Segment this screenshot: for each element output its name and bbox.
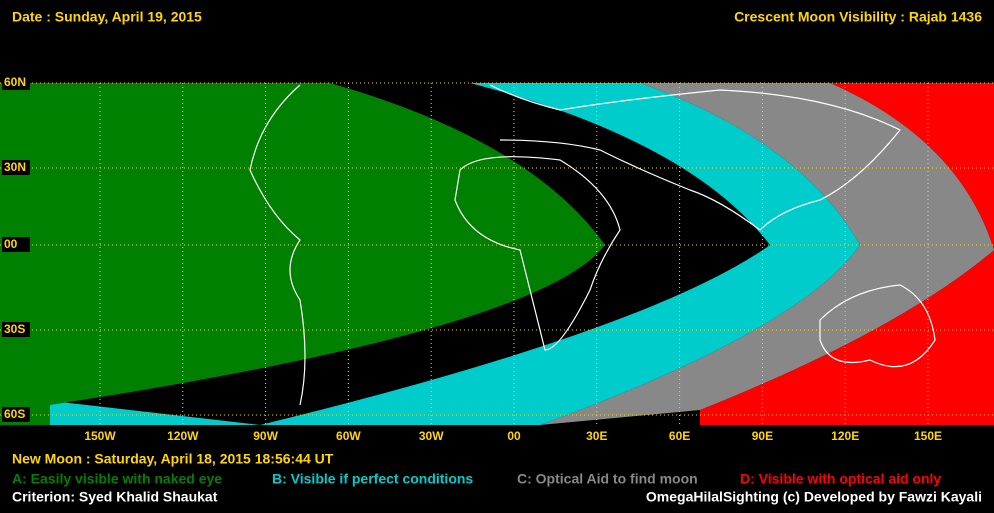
longitude-label: 120E bbox=[831, 429, 859, 443]
longitude-label: 120W bbox=[167, 429, 199, 443]
map-title: Crescent Moon Visibility : Rajab 1436 bbox=[734, 9, 982, 25]
credit: OmegaHilalSighting (c) Developed by Fawz… bbox=[646, 489, 982, 505]
label-bg bbox=[2, 237, 30, 252]
zone bbox=[0, 83, 605, 425]
eurasia-outline bbox=[489, 84, 901, 231]
longitude-label: 30E bbox=[586, 429, 607, 443]
criterion: Criterion: Syed Khalid Shaukat bbox=[12, 489, 218, 505]
longitude-label: 60E bbox=[669, 429, 690, 443]
australia-outline bbox=[819, 284, 936, 368]
longitude-label: 90W bbox=[253, 429, 278, 443]
coastlines bbox=[249, 84, 936, 406]
graticule: 60N 30N 00 30S 60S 150W 120W 90W 60W 30W 00 30E 60E 9… bbox=[0, 75, 994, 443]
longitude-label: 90E bbox=[752, 429, 773, 443]
latitude-label: 60S bbox=[4, 407, 25, 421]
legend-item: B: Visible if perfect conditions bbox=[272, 471, 473, 487]
longitude-label: 30W bbox=[419, 429, 444, 443]
legend: A: Easily visible with naked eye B: Visib… bbox=[12, 471, 941, 487]
latitude-label: 30S bbox=[4, 322, 25, 336]
label-bg bbox=[2, 407, 30, 422]
longitude-label: 60W bbox=[336, 429, 361, 443]
new-moon: New Moon : Saturday, April 18, 2015 18:5… bbox=[12, 451, 334, 467]
zone bbox=[260, 83, 860, 425]
longitude-label: 150W bbox=[84, 429, 116, 443]
legend-item: C: Optical Aid to find moon bbox=[517, 471, 698, 487]
longitude-label: 150E bbox=[914, 429, 942, 443]
date: Date : Sunday, April 19, 2015 bbox=[12, 9, 202, 25]
zone bbox=[700, 83, 994, 425]
americas-outline bbox=[249, 84, 306, 406]
latitude-label: 00 bbox=[4, 237, 18, 251]
longitude-label: 00 bbox=[507, 429, 521, 443]
legend-item: A: Easily visible with naked eye bbox=[12, 471, 222, 487]
label-bg bbox=[2, 75, 30, 90]
legend-item: D: Visible with optical aid only bbox=[740, 471, 941, 487]
latitude-label: 60N bbox=[4, 75, 26, 89]
label-bg bbox=[2, 322, 30, 337]
latitude-label: 30N bbox=[4, 160, 26, 174]
africa-outline bbox=[454, 156, 621, 351]
label-bg bbox=[2, 160, 30, 175]
